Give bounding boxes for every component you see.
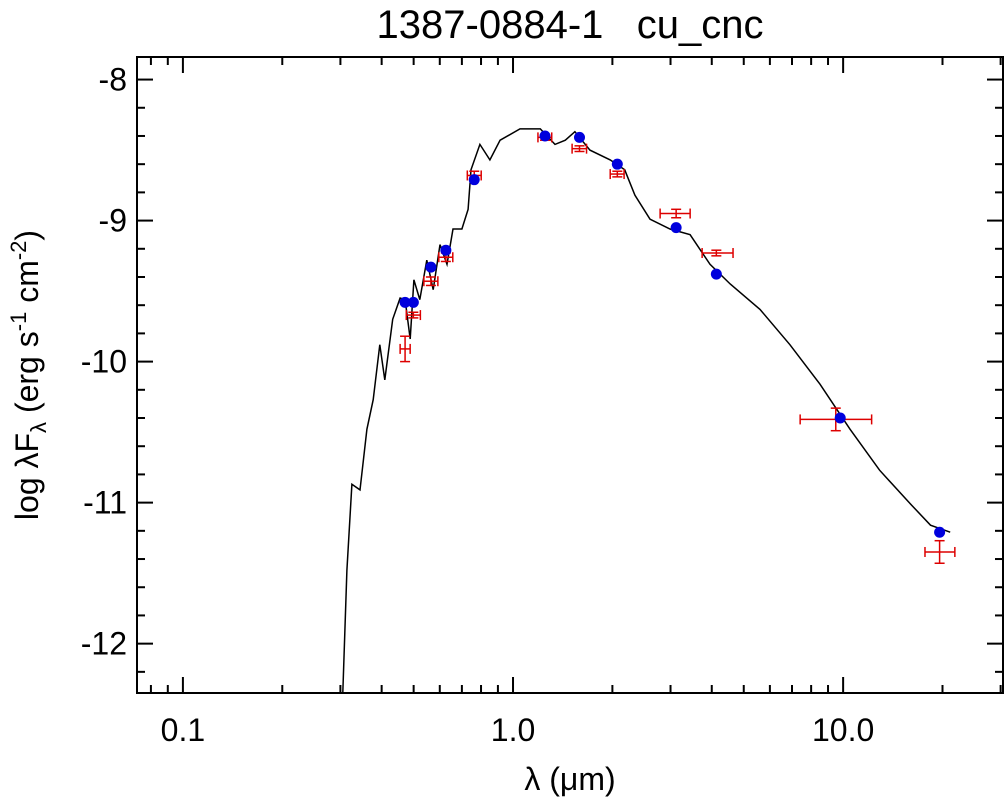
y-tick-label: -12 xyxy=(81,626,127,662)
model-point xyxy=(539,130,551,142)
y-axis-label-part: λ xyxy=(26,422,51,433)
chart-title: 1387-0884-1 cu_cnc xyxy=(377,3,764,47)
x-axis-label: λ (μm) xyxy=(524,761,615,797)
model-point xyxy=(399,296,411,308)
y-axis-label-part: (erg s xyxy=(9,331,45,422)
model-point xyxy=(468,174,480,186)
y-axis-label: log λFλ (erg s-1 cm-2) xyxy=(6,230,51,520)
y-axis-label-part: -1 xyxy=(6,312,31,332)
model-point xyxy=(834,412,846,424)
model-point xyxy=(611,158,623,170)
model-point xyxy=(574,131,586,143)
y-tick-label: -10 xyxy=(81,344,127,380)
model-point xyxy=(670,222,682,234)
y-axis-label-part: log λF xyxy=(9,433,45,520)
model-point xyxy=(407,296,419,308)
y-axis-label-part: -2 xyxy=(6,241,31,261)
y-axis-label-part: cm xyxy=(9,260,45,312)
model-point xyxy=(425,261,437,273)
x-tick-label: 0.1 xyxy=(161,712,205,748)
y-tick-label: -8 xyxy=(99,62,127,98)
y-tick-label: -11 xyxy=(83,485,127,521)
model-point xyxy=(710,268,722,280)
model-point xyxy=(934,526,946,538)
x-tick-label: 10.0 xyxy=(812,712,874,748)
y-axis-label-part: ) xyxy=(9,230,45,241)
plot-frame xyxy=(136,56,1004,694)
model-spectrum xyxy=(342,128,951,693)
y-tick-label: -9 xyxy=(99,203,127,239)
model-point xyxy=(440,244,452,256)
x-tick-label: 1.0 xyxy=(491,712,535,748)
